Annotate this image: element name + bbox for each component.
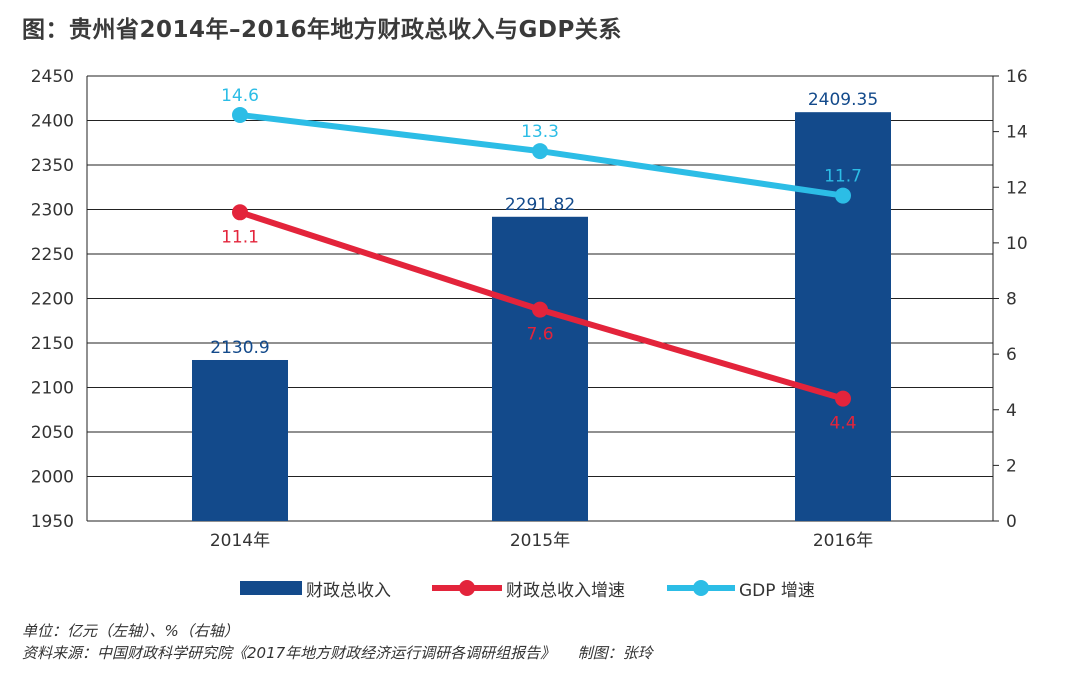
footnote-unit: 单位：亿元（左轴）、%（右轴） — [22, 622, 239, 640]
bar-data-label: 2130.9 — [210, 338, 269, 358]
y-right-tick-label: 6 — [1006, 345, 1017, 365]
x-tick-label: 2016年 — [813, 531, 873, 551]
gdp-growth-data-label: 14.6 — [221, 86, 259, 106]
gdp-growth-data-label: 13.3 — [521, 122, 559, 142]
bar-revenue — [795, 112, 891, 521]
y-left-tick-label: 2000 — [31, 468, 74, 488]
y-left-tick-label: 2400 — [31, 112, 74, 132]
y-left-tick-label: 2250 — [31, 245, 74, 265]
y-left-tick-label: 2350 — [31, 156, 74, 176]
y-left-tick-label: 1950 — [31, 512, 74, 532]
legend-line-swatch-red — [432, 580, 502, 596]
bar-data-label: 2409.35 — [808, 90, 878, 110]
legend-line-swatch-blue — [667, 580, 735, 596]
chart-title: 图：贵州省2014年–2016年地方财政总收入与GDP关系 — [22, 17, 622, 43]
x-tick-label: 2015年 — [510, 531, 570, 551]
y-right-tick-label: 14 — [1006, 123, 1028, 143]
legend-label-gdp-growth: GDP 增速 — [739, 580, 815, 601]
y-right-tick-label: 8 — [1006, 290, 1017, 310]
y-left-tick-label: 2050 — [31, 423, 74, 443]
y-right-tick-label: 12 — [1006, 178, 1028, 198]
y-left-tick-label: 2100 — [31, 379, 74, 399]
legend-item-revenue-growth: 财政总收入增速 — [432, 576, 625, 601]
legend-bar-swatch — [240, 581, 302, 595]
revenue-growth-data-label: 7.6 — [526, 325, 553, 345]
y-right-tick-label: 0 — [1006, 512, 1017, 532]
y-right-tick-label: 10 — [1006, 234, 1028, 254]
x-tick-label: 2014年 — [210, 531, 270, 551]
gdp-growth-data-label: 11.7 — [824, 167, 862, 187]
legend-item-revenue: 财政总收入 — [240, 576, 391, 601]
legend-item-gdp-growth: GDP 增速 — [667, 576, 815, 601]
revenue-growth-point — [835, 390, 851, 407]
legend-label-revenue-growth: 财政总收入增速 — [506, 580, 625, 601]
gdp-growth-point — [532, 143, 548, 160]
gdp-growth-point — [835, 187, 851, 204]
footnote-source: 资料来源：中国财政科学研究院《2017年地方财政经济运行调研各调研组报告》 制图… — [22, 644, 653, 662]
legend-label-revenue: 财政总收入 — [306, 580, 391, 601]
revenue-growth-point — [232, 204, 248, 221]
revenue-growth-data-label: 11.1 — [221, 227, 259, 247]
revenue-growth-point — [532, 301, 548, 318]
y-left-tick-label: 2150 — [31, 334, 74, 354]
revenue-growth-data-label: 4.4 — [829, 414, 856, 434]
y-left-tick-label: 2450 — [31, 67, 74, 87]
gdp-growth-point — [232, 106, 248, 123]
bar-revenue — [192, 359, 288, 521]
y-left-tick-label: 2300 — [31, 201, 74, 221]
bar-data-label: 2291.82 — [505, 195, 575, 215]
y-right-tick-label: 2 — [1006, 456, 1017, 476]
bar-revenue — [492, 216, 588, 521]
y-right-tick-label: 4 — [1006, 401, 1017, 421]
y-left-tick-label: 2200 — [31, 290, 74, 310]
y-right-tick-label: 16 — [1006, 67, 1028, 87]
